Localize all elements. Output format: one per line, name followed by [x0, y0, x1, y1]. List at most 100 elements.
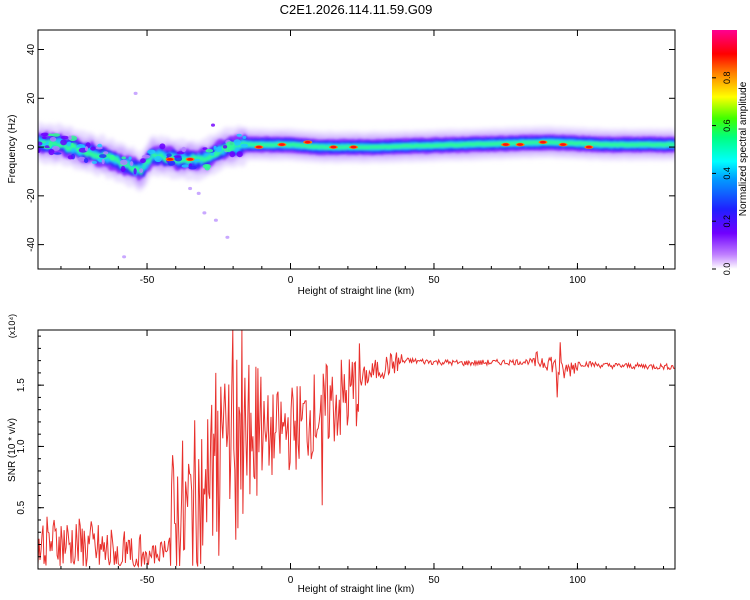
snr-panel: -50 0 50 100 0.5 1.0 1.5 Height of straight li…	[7, 314, 676, 595]
speckle	[224, 147, 232, 152]
speckle	[159, 143, 166, 150]
speckle	[48, 141, 53, 148]
snr-multiplier: (x10⁴)	[7, 314, 17, 338]
y-tick-label: 20	[26, 92, 37, 104]
speckle	[53, 152, 62, 155]
speckle	[205, 148, 214, 153]
speckle	[173, 155, 182, 158]
spectrogram-xlabel: Height of straight line (km)	[298, 286, 415, 297]
speckle	[240, 143, 249, 148]
speckle	[202, 164, 211, 169]
speckle	[194, 158, 201, 162]
colorbar-tick-label: 0.0	[722, 263, 732, 276]
outlier-point	[133, 91, 138, 95]
speckle	[188, 165, 197, 170]
speckle	[42, 136, 47, 140]
speckle	[129, 161, 134, 167]
band-contour	[38, 135, 675, 177]
speckle	[128, 156, 132, 160]
speckle	[40, 132, 49, 137]
speckle	[51, 133, 61, 137]
speckle	[141, 154, 151, 159]
y-tick-label: 0	[26, 144, 37, 150]
y-tick-label: 40	[26, 44, 37, 56]
speckle	[167, 160, 176, 166]
band-speckles	[38, 91, 249, 259]
outlier-point	[122, 255, 127, 259]
speckle	[233, 139, 241, 146]
speckle	[120, 165, 126, 173]
colorbar-ticks: 0.0 0.2 0.4 0.6 0.8	[712, 72, 732, 276]
speckle	[60, 135, 69, 140]
speckle	[139, 168, 144, 174]
hot-spot	[560, 143, 567, 146]
hot-spot	[517, 143, 524, 146]
speckle	[101, 158, 105, 165]
outlier-point	[202, 211, 207, 215]
speckle	[236, 151, 243, 158]
speckle	[226, 141, 235, 148]
speckle	[49, 136, 57, 142]
speckle	[120, 159, 128, 166]
x-tick-label: 50	[428, 275, 440, 286]
speckle	[52, 146, 60, 151]
spectrogram-ylabel: Frequency (Hz)	[7, 115, 18, 184]
x-tick-label: 0	[288, 575, 294, 586]
speckle	[91, 160, 98, 164]
speckle	[109, 154, 115, 161]
spectrogram-panel: -50 0 50 100 -40 -20 0 20 40 Height of straight …	[7, 29, 676, 297]
outlier-point	[213, 218, 218, 222]
x-tick-label: 100	[569, 575, 586, 586]
speckle	[216, 146, 223, 153]
outlier-point	[211, 123, 215, 127]
speckle	[181, 164, 189, 168]
speckle	[236, 133, 242, 137]
colorbar-tick-label: 0.4	[722, 167, 732, 180]
speckle	[176, 151, 185, 155]
snr-plot-area	[38, 330, 675, 569]
colorbar-tick-label: 0.6	[722, 119, 732, 132]
speckle	[133, 168, 137, 175]
speckle	[97, 143, 103, 148]
x-tick-label: 50	[428, 575, 440, 586]
outlier-point	[225, 235, 230, 239]
colorbar-tick-label: 0.2	[722, 215, 732, 228]
hot-spot	[540, 140, 546, 144]
speckle	[210, 152, 215, 156]
speckle	[147, 149, 156, 155]
speckle	[242, 135, 247, 139]
speckle	[95, 146, 103, 150]
hot-spot	[278, 143, 285, 146]
snr-xlabel: Height of straight line (km)	[298, 584, 415, 595]
y-tick-label: -40	[26, 237, 37, 252]
figure-title: C2E1.2026.114.11.59.G09	[280, 2, 433, 17]
hot-spot	[502, 143, 509, 146]
speckle	[103, 151, 109, 155]
hot-spot	[187, 158, 194, 161]
speckle	[154, 155, 162, 163]
speckle	[121, 156, 126, 160]
speckle	[229, 151, 236, 158]
colorbar-tick-label: 0.8	[722, 72, 732, 85]
speckle	[222, 145, 228, 149]
speckle	[70, 142, 74, 148]
speckle	[166, 153, 172, 158]
snr-series-line	[38, 330, 675, 569]
hot-spot	[304, 140, 311, 144]
speckle	[44, 145, 51, 149]
snr-frame	[37, 329, 676, 570]
y-tick-label: 1.0	[16, 439, 27, 453]
y-tick-label: 1.5	[16, 378, 27, 392]
speckle	[38, 147, 41, 153]
x-tick-label: -50	[140, 275, 155, 286]
speckle	[67, 155, 74, 160]
colorbar-gradient	[712, 30, 737, 269]
speckle	[60, 139, 67, 146]
hot-spot	[167, 158, 173, 161]
speckle	[181, 146, 187, 153]
speckle	[38, 141, 43, 146]
speckle	[66, 141, 72, 146]
hot-spot	[255, 145, 262, 149]
speckle	[68, 135, 72, 140]
speckle	[140, 158, 146, 164]
